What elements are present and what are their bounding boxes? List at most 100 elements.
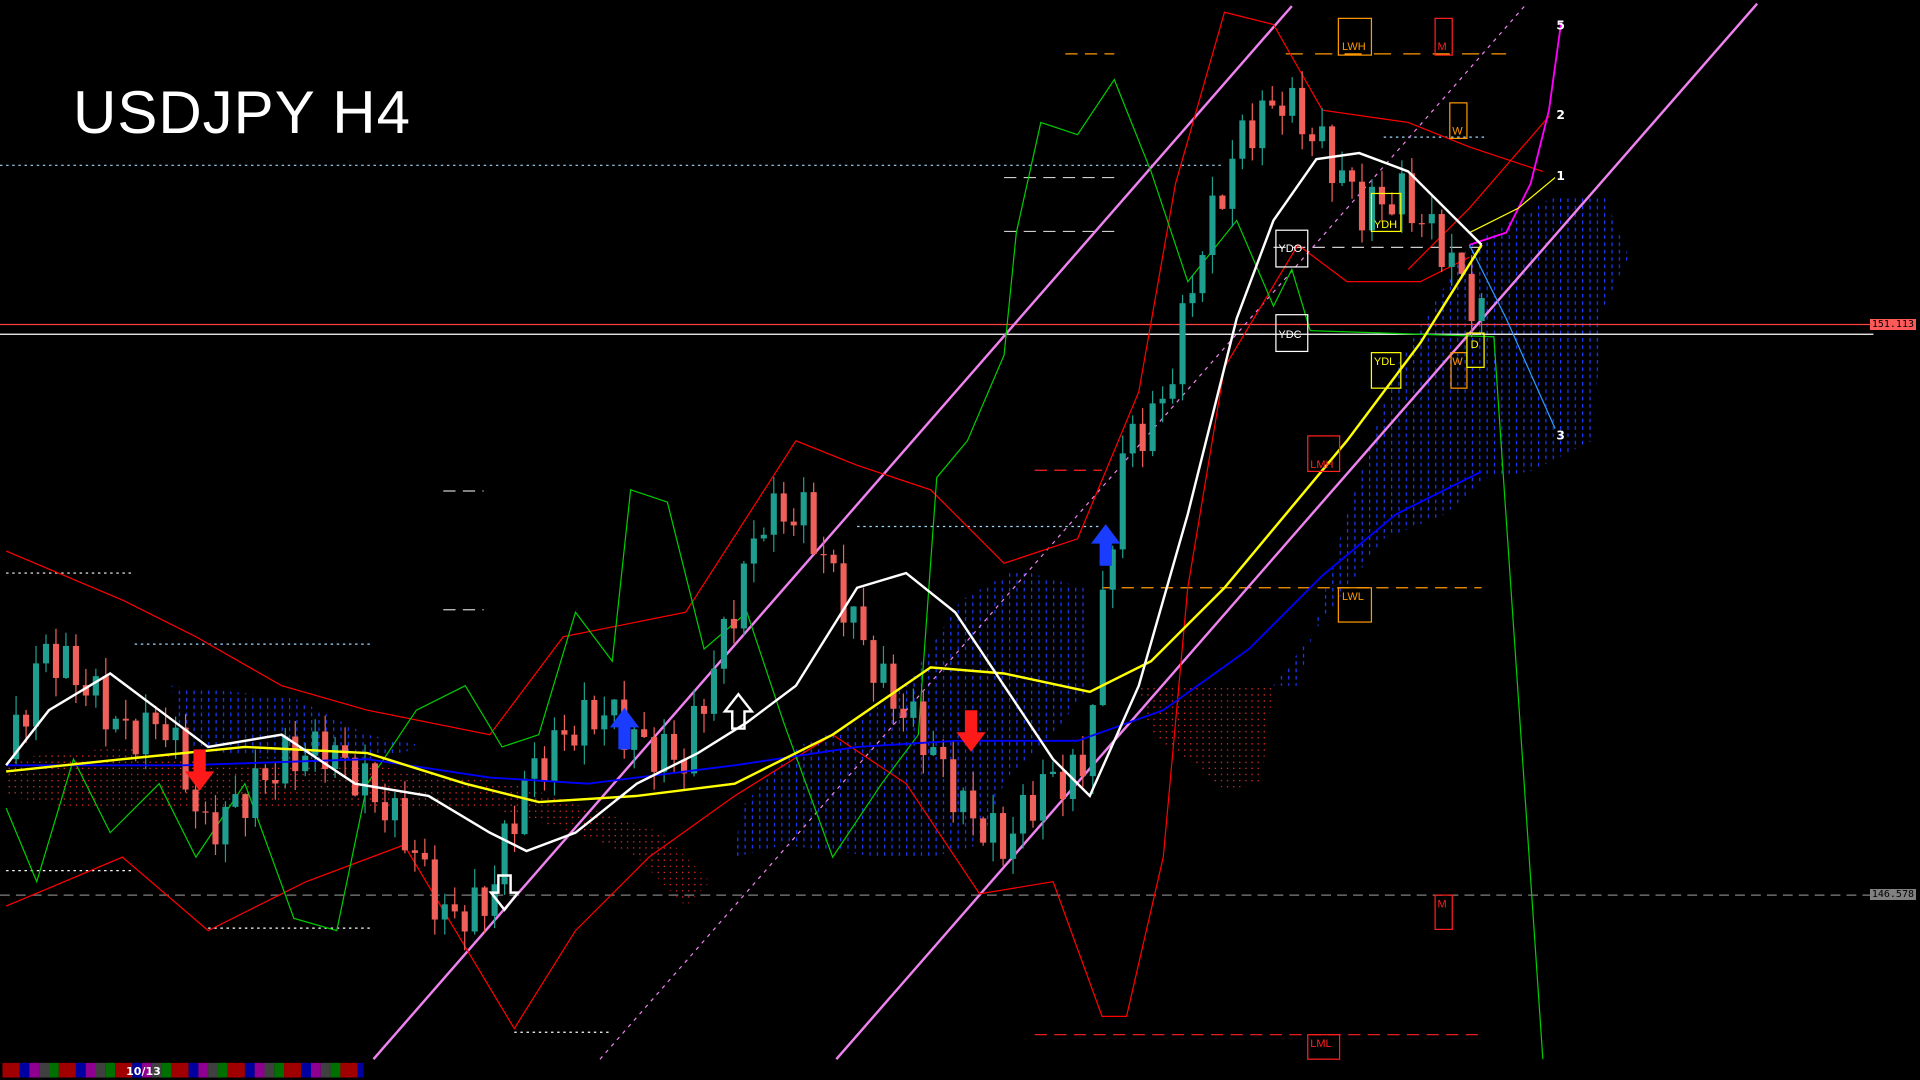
candle-body bbox=[990, 813, 997, 843]
ydl-label: YDL bbox=[1374, 356, 1395, 368]
candle-body bbox=[1189, 293, 1196, 304]
candle-body bbox=[1358, 181, 1366, 231]
m-top-label: M bbox=[1438, 41, 1447, 53]
candle-body bbox=[830, 554, 837, 564]
candle-body bbox=[700, 705, 708, 714]
level-label-m-bottom: M bbox=[1434, 894, 1453, 930]
candle-body bbox=[112, 718, 119, 730]
candle-body bbox=[361, 763, 369, 796]
candle-body bbox=[551, 730, 558, 782]
candle-body bbox=[401, 798, 408, 851]
level-label-w-mid: W bbox=[1450, 352, 1468, 389]
lwl-label: LWL bbox=[1342, 591, 1364, 603]
candle-body bbox=[501, 823, 508, 885]
candle-body bbox=[1229, 158, 1236, 209]
candle-body bbox=[292, 736, 299, 772]
candle-body bbox=[1089, 705, 1096, 777]
candle-body bbox=[1418, 223, 1425, 225]
candle-body bbox=[1139, 423, 1146, 452]
candle-body bbox=[212, 812, 219, 845]
current-price-tag: 151.113 bbox=[1869, 319, 1916, 330]
candle-body bbox=[1239, 120, 1246, 159]
lwh-label: LWH bbox=[1342, 41, 1366, 53]
strip-segment bbox=[132, 1062, 143, 1078]
strip-segment bbox=[171, 1062, 189, 1078]
m-bottom-label: M bbox=[1438, 898, 1447, 910]
candle-body bbox=[820, 554, 827, 556]
candle-body bbox=[1000, 813, 1007, 859]
candle-body bbox=[1448, 252, 1455, 267]
candle-body bbox=[52, 643, 60, 678]
level-label-lwl: LWL bbox=[1337, 587, 1373, 623]
strip-segment bbox=[301, 1062, 312, 1078]
candle-body bbox=[1059, 771, 1066, 799]
candle-body bbox=[471, 887, 478, 932]
candle-body bbox=[1348, 170, 1356, 182]
level-label-lwh: LWH bbox=[1337, 17, 1373, 56]
sell-arrow-icon bbox=[956, 710, 986, 752]
candle-body bbox=[1279, 105, 1286, 116]
strip-segment bbox=[284, 1062, 302, 1078]
candle-body bbox=[770, 493, 777, 535]
moving-average-mid bbox=[5, 244, 1483, 804]
strip-segment bbox=[85, 1062, 96, 1078]
level-label-ydc: YDC bbox=[1275, 314, 1309, 353]
candle-body bbox=[222, 806, 229, 845]
candle-body bbox=[1398, 173, 1405, 215]
candle-body bbox=[302, 755, 309, 772]
candle-body bbox=[332, 745, 339, 770]
candle-body bbox=[262, 768, 269, 781]
candle-body bbox=[1179, 303, 1186, 385]
candle-body bbox=[870, 640, 877, 683]
candle-body bbox=[970, 790, 977, 819]
candle-body bbox=[381, 802, 389, 821]
candle-body bbox=[840, 563, 847, 623]
wave-label-3: 3 bbox=[1556, 429, 1565, 443]
candle-body bbox=[1309, 134, 1316, 142]
candle-body bbox=[1119, 453, 1126, 550]
candle-body bbox=[631, 729, 638, 750]
lmh-label: LMH bbox=[1310, 459, 1333, 471]
candle-body bbox=[880, 663, 887, 683]
candle-body bbox=[461, 911, 468, 932]
candle-body bbox=[23, 714, 30, 727]
strip-segment bbox=[142, 1062, 152, 1078]
channel-midline bbox=[599, 5, 1525, 1060]
ydc-label: YDC bbox=[1278, 329, 1301, 341]
strip-segment bbox=[2, 1062, 20, 1078]
candle-body bbox=[1338, 170, 1346, 184]
w-top-label: W bbox=[1452, 126, 1463, 138]
candle-body bbox=[1049, 771, 1056, 775]
candle-body bbox=[182, 727, 189, 790]
w-mid-label: W bbox=[1452, 356, 1463, 368]
candle-body bbox=[122, 718, 129, 721]
strip-segment bbox=[75, 1062, 86, 1078]
strip-segment bbox=[264, 1062, 275, 1078]
candle-body bbox=[1329, 126, 1336, 184]
candle-body bbox=[202, 811, 209, 813]
candle-body bbox=[1159, 398, 1166, 404]
envelope-upper bbox=[5, 11, 1544, 736]
candle-body bbox=[800, 492, 807, 526]
candle-body bbox=[940, 747, 947, 760]
candle-body bbox=[980, 818, 987, 843]
level-label-d: D bbox=[1466, 332, 1485, 368]
candle-body bbox=[272, 780, 279, 784]
envelope-lower bbox=[5, 244, 1470, 1030]
candle-body bbox=[1039, 774, 1047, 821]
projection-line bbox=[1469, 177, 1556, 234]
sell-arrow-outline-icon bbox=[488, 874, 521, 912]
moving-average-slow bbox=[6, 470, 1483, 785]
candle-body bbox=[312, 731, 319, 756]
strip-segment bbox=[198, 1062, 209, 1078]
level-label-ydl: YDL bbox=[1370, 352, 1402, 389]
candle-body bbox=[790, 521, 797, 526]
lml-label: LML bbox=[1310, 1038, 1331, 1050]
ydh-label: YDH bbox=[1374, 219, 1397, 231]
ichimoku-cloud-bullish bbox=[171, 685, 429, 760]
level-label-ydo: YDO bbox=[1275, 229, 1309, 268]
candle-body bbox=[102, 676, 109, 730]
channel-line bbox=[372, 5, 1293, 1060]
candle-body bbox=[371, 763, 379, 803]
